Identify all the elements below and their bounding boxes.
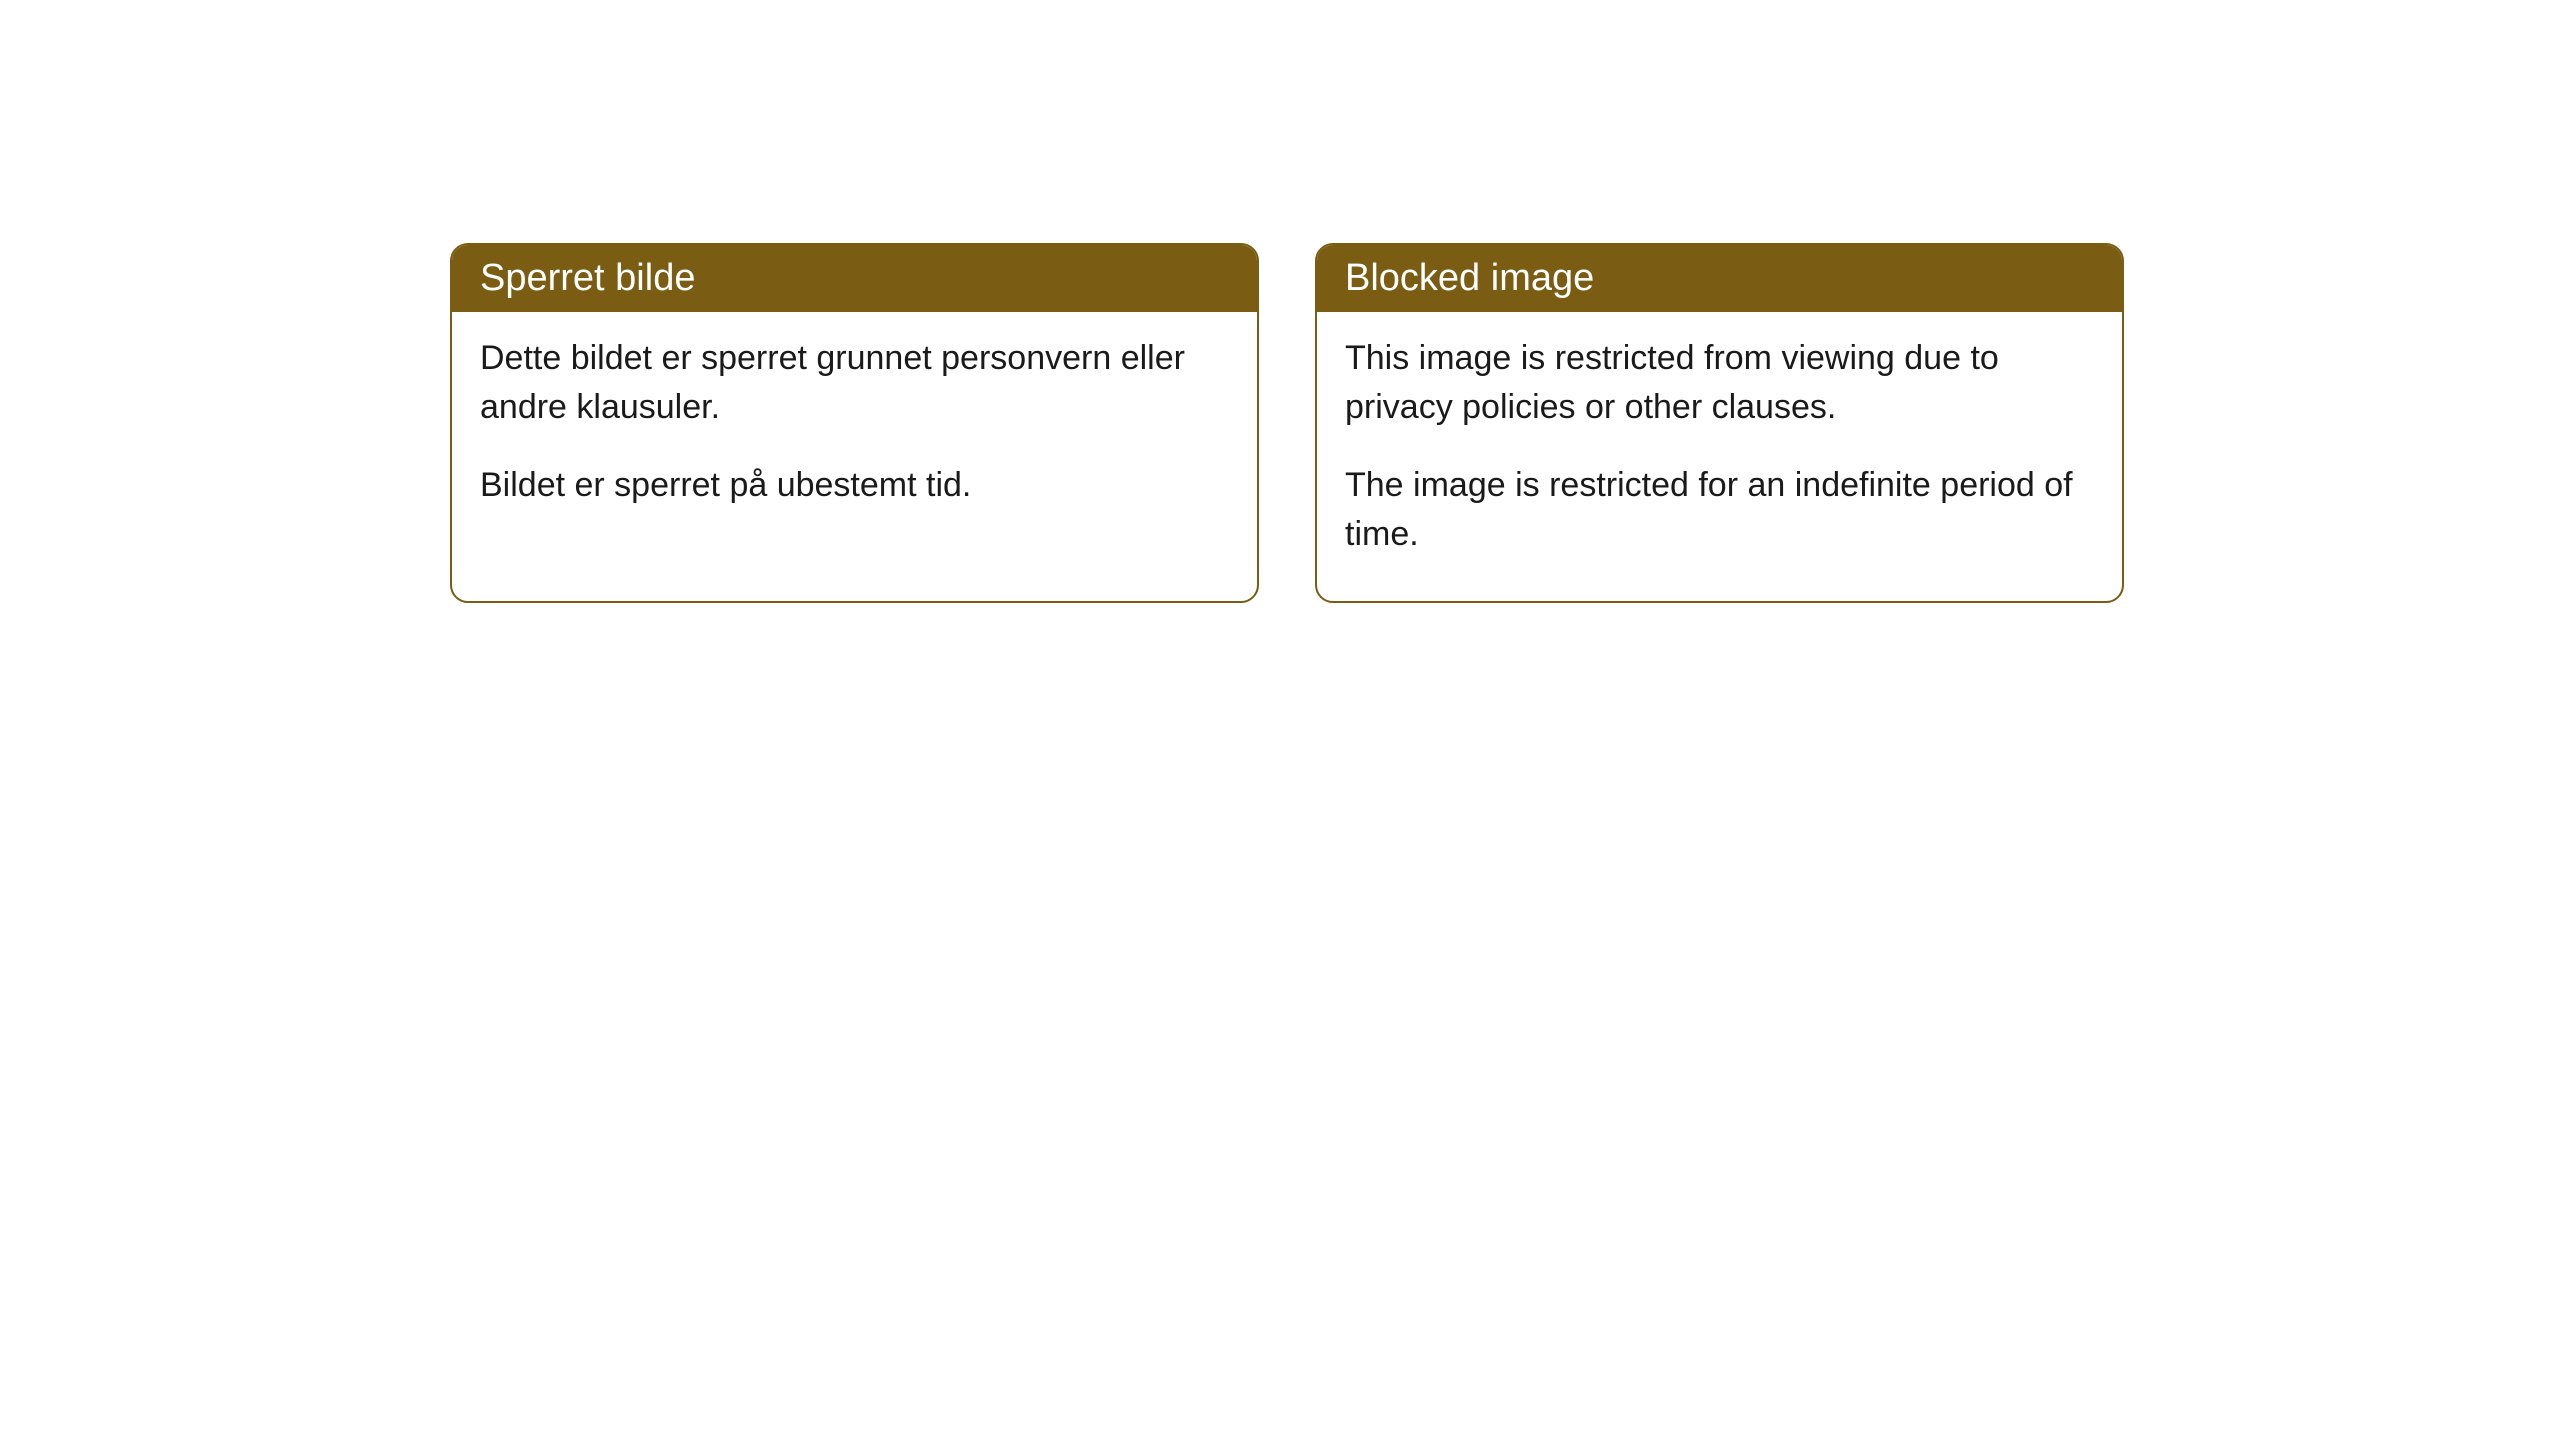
card-title-english: Blocked image — [1317, 245, 2122, 312]
card-english: Blocked image This image is restricted f… — [1315, 243, 2124, 603]
card-paragraph-2-norwegian: Bildet er sperret på ubestemt tid. — [480, 461, 1229, 510]
card-paragraph-1-norwegian: Dette bildet er sperret grunnet personve… — [480, 334, 1229, 433]
card-paragraph-2-english: The image is restricted for an indefinit… — [1345, 461, 2094, 560]
card-body-norwegian: Dette bildet er sperret grunnet personve… — [452, 312, 1257, 552]
card-body-english: This image is restricted from viewing du… — [1317, 312, 2122, 601]
card-title-norwegian: Sperret bilde — [452, 245, 1257, 312]
card-paragraph-1-english: This image is restricted from viewing du… — [1345, 334, 2094, 433]
cards-container: Sperret bilde Dette bildet er sperret gr… — [0, 0, 2560, 603]
card-norwegian: Sperret bilde Dette bildet er sperret gr… — [450, 243, 1259, 603]
